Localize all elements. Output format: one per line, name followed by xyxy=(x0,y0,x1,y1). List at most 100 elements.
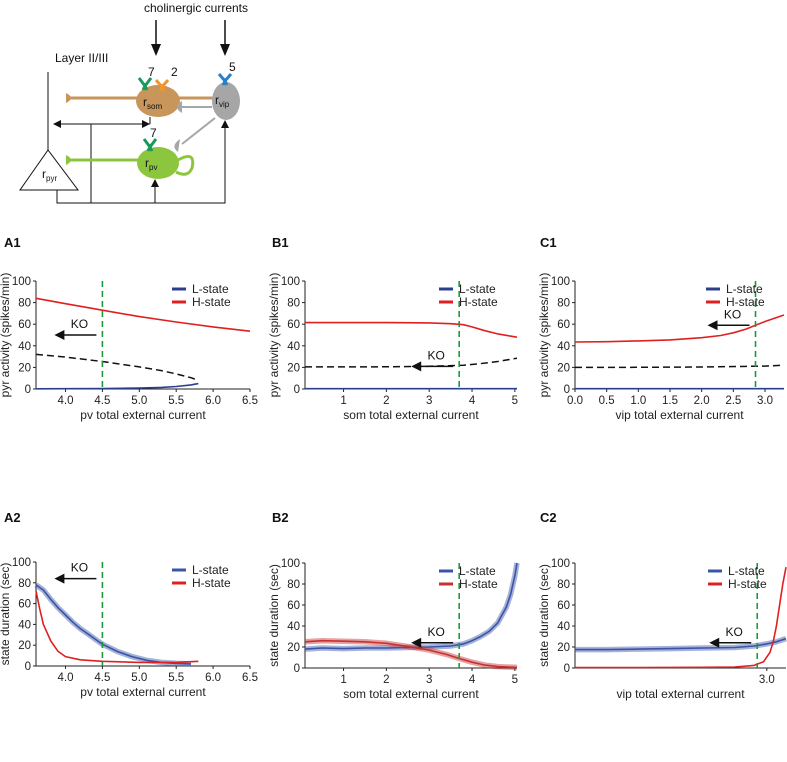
series-unstable-line xyxy=(305,357,518,368)
panel-label: B2 xyxy=(272,510,289,525)
vip-to-pv-line xyxy=(181,117,216,145)
x-tick-label: 1.5 xyxy=(662,395,678,407)
series-h-state-line xyxy=(574,314,785,343)
y-tick-label: 40 xyxy=(18,619,31,631)
x-tick-label: 1.0 xyxy=(630,395,646,407)
y-tick-label: 0 xyxy=(25,661,31,673)
y-tick-label: 60 xyxy=(18,319,31,331)
x-tick-label: 4.0 xyxy=(58,672,74,684)
pv-cell xyxy=(137,147,179,179)
som-synapse-left xyxy=(66,93,71,103)
y-tick-label: 20 xyxy=(18,640,31,652)
pv-cell-label: rpv xyxy=(145,156,157,172)
legend-entry: H-state xyxy=(192,295,231,309)
som-receptor-green-label: 7 xyxy=(148,65,155,79)
y-tick-label: 80 xyxy=(557,298,570,310)
x-tick-label: 5 xyxy=(512,674,518,686)
y-tick-label: 100 xyxy=(12,557,31,569)
x-axis-label: pv total external current xyxy=(80,408,206,422)
y-axis-label: state duration (sec) xyxy=(0,563,12,666)
panel-c1: C1 0 20 40 60 80 100 0.0 0.5 1.0 1.5 2.0 2.5 3.0 vip t… xyxy=(537,235,785,422)
y-tick-label: 20 xyxy=(557,362,570,374)
som-cell xyxy=(136,85,180,117)
series-unstable-line xyxy=(35,353,199,382)
series-h-state-line xyxy=(305,321,518,338)
series-h-state-line xyxy=(35,297,251,332)
series-l-state-line xyxy=(35,584,192,665)
vip-receptor-blue-label: 5 xyxy=(229,60,236,74)
x-tick-label: 0.5 xyxy=(599,395,615,407)
y-tick-label: 20 xyxy=(287,642,300,654)
panel-a1: A1 0 20 40 60 80 100 4.0 4.5 5.0 5.5 6.0 6.5 pv total… xyxy=(0,235,258,422)
layer-label: Layer II/III xyxy=(55,51,108,65)
legend-entry: H-state xyxy=(459,577,498,591)
x-tick-label: 6.5 xyxy=(242,672,258,684)
x-tick-label: 2.5 xyxy=(725,395,741,407)
x-tick-label: 3.0 xyxy=(759,674,775,686)
series-l-state-line xyxy=(575,637,787,651)
y-tick-label: 0 xyxy=(25,384,31,396)
pv-autapse xyxy=(175,154,195,176)
y-tick-label: 100 xyxy=(281,558,300,570)
x-tick-label: 3.0 xyxy=(757,395,773,407)
series-l-state-line xyxy=(35,382,199,390)
som-to-pyr-arrow xyxy=(53,120,61,128)
y-axis-label: state duration (sec) xyxy=(267,564,281,667)
y-tick-label: 0 xyxy=(564,663,570,675)
pyr-to-vip-arrow xyxy=(221,120,229,128)
ko-label: KO xyxy=(71,317,88,331)
x-tick-label: 3 xyxy=(426,674,432,686)
y-tick-label: 100 xyxy=(551,558,570,570)
x-tick-label: 0.0 xyxy=(567,395,583,407)
ko-label: KO xyxy=(726,625,743,639)
x-tick-label: 5.5 xyxy=(168,672,184,684)
legend-entry: H-state xyxy=(728,577,767,591)
y-tick-label: 80 xyxy=(18,298,31,310)
y-tick-label: 40 xyxy=(287,621,300,633)
x-tick-label: 4 xyxy=(469,674,476,686)
ko-arrow-head xyxy=(54,330,65,340)
pv-synapse-left xyxy=(66,155,71,165)
vip-to-pv-synapse xyxy=(174,139,180,152)
series-unstable-line xyxy=(574,364,785,369)
series-h-state-line xyxy=(35,590,199,664)
x-axis-label: vip total external current xyxy=(616,687,745,701)
vip-receptor-blue-icon xyxy=(217,73,233,86)
legend-entry: L-state xyxy=(728,564,765,578)
y-tick-label: 40 xyxy=(557,341,570,353)
x-tick-label: 1 xyxy=(340,674,346,686)
x-tick-label: 5.0 xyxy=(131,395,147,407)
y-tick-label: 60 xyxy=(287,600,300,612)
x-tick-label: 4.0 xyxy=(58,395,74,407)
y-tick-label: 20 xyxy=(18,362,31,374)
x-axis-label: vip total external current xyxy=(615,408,744,422)
som-receptor-orange-icon xyxy=(154,79,170,92)
y-tick-label: 100 xyxy=(12,276,31,288)
y-tick-label: 60 xyxy=(557,600,570,612)
y-tick-label: 20 xyxy=(557,642,570,654)
y-tick-label: 80 xyxy=(18,578,31,590)
x-tick-label: 1 xyxy=(340,395,346,407)
pyr-axon xyxy=(56,126,226,204)
panel-label: A1 xyxy=(4,235,21,250)
panel-b1: B1 0 20 40 60 80 100 1 2 3 4 5 som total external cu… xyxy=(267,235,518,422)
x-tick-label: 2.0 xyxy=(694,395,710,407)
legend-entry: H-state xyxy=(459,295,498,309)
y-tick-label: 80 xyxy=(287,298,300,310)
x-tick-label: 6.0 xyxy=(205,672,221,684)
y-axis-label: pyr activity (spikes/min) xyxy=(537,273,551,398)
ko-arrow-head xyxy=(709,637,720,648)
x-tick-label: 5.0 xyxy=(131,672,147,684)
y-tick-label: 20 xyxy=(287,362,300,374)
ko-label: KO xyxy=(724,307,741,321)
panel-label: C1 xyxy=(540,235,557,250)
y-tick-label: 100 xyxy=(551,276,570,288)
x-tick-label: 4.5 xyxy=(94,672,110,684)
y-tick-label: 40 xyxy=(18,341,31,353)
ko-label: KO xyxy=(71,561,88,575)
y-axis-label: state duration (sec) xyxy=(537,564,551,667)
x-axis-label: som total external current xyxy=(343,687,479,701)
legend-entry: L-state xyxy=(726,282,763,296)
y-tick-label: 80 xyxy=(557,579,570,591)
